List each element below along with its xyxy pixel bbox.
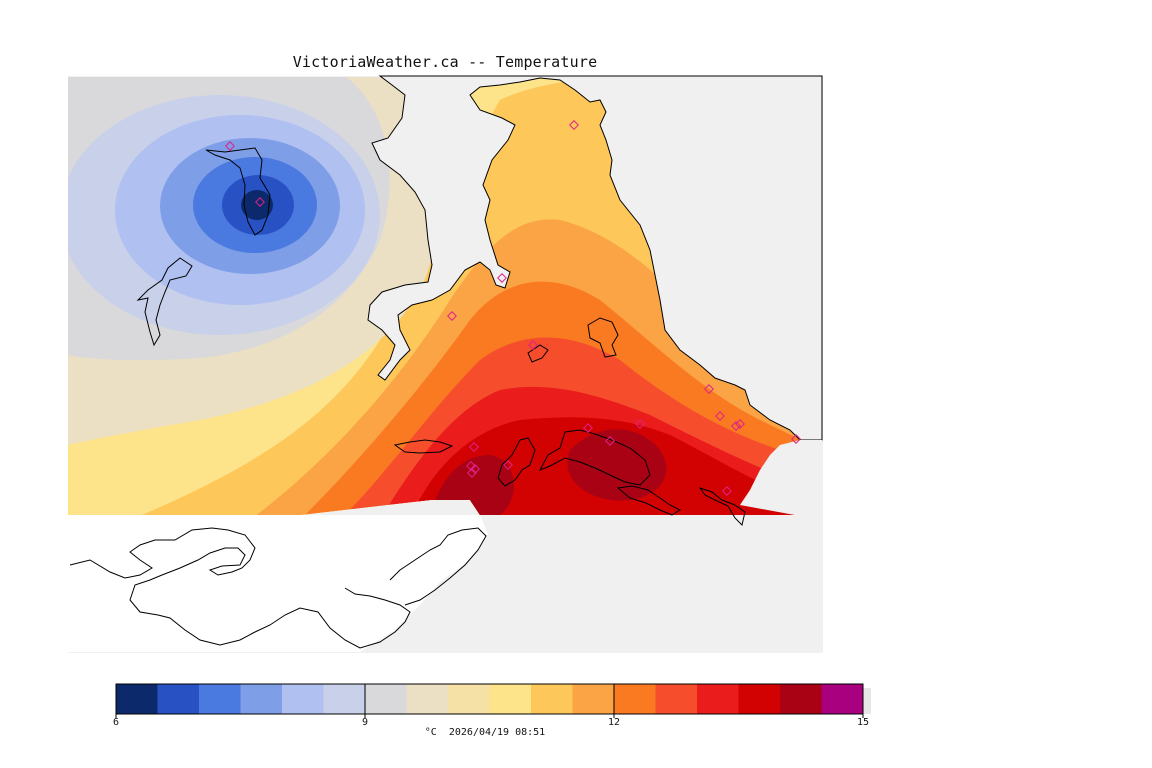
station-marker <box>255 197 265 207</box>
legend-shadow <box>863 688 871 714</box>
legend-color-swatch <box>323 684 366 714</box>
station-marker <box>466 461 476 471</box>
legend-color-swatch <box>116 684 158 714</box>
legend-tick-label: 6 <box>112 717 120 728</box>
map-title: VictoriaWeather.ca -- Temperature <box>292 53 598 71</box>
station-marker <box>467 468 477 478</box>
legend-color-swatch <box>738 684 781 714</box>
legend-timestamp: 2026/04/19 08:51 <box>448 727 546 738</box>
station-marker <box>569 120 579 130</box>
temperature-color-scale <box>115 683 871 718</box>
legend-tick-label: 12 <box>607 717 621 728</box>
legend-color-swatch <box>697 684 739 714</box>
legend-color-swatch <box>780 684 822 714</box>
station-marker <box>722 486 732 496</box>
station-marker <box>469 442 479 452</box>
station-marker <box>704 384 714 394</box>
station-marker <box>503 460 513 470</box>
legend-tick-label: 9 <box>361 717 369 728</box>
legend-color-swatch <box>199 684 241 714</box>
legend-color-swatch <box>448 684 490 714</box>
legend-tick-label: 15 <box>856 717 870 728</box>
legend-color-swatch <box>531 684 573 714</box>
station-marker <box>735 419 745 429</box>
legend-color-swatch <box>572 684 615 714</box>
station-marker <box>528 340 538 350</box>
legend-color-swatch <box>157 684 200 714</box>
station-marker <box>635 419 645 429</box>
station-marker <box>470 464 480 474</box>
legend-color-swatch <box>240 684 283 714</box>
legend-color-swatch <box>614 684 656 714</box>
legend-color-swatch <box>821 684 864 714</box>
station-marker <box>225 141 235 151</box>
legend-caption: °C 2026/04/19 08:51 <box>350 727 620 738</box>
weather-stations <box>225 120 801 496</box>
station-marker <box>605 436 615 446</box>
inlet-water <box>367 75 823 441</box>
station-marker <box>715 411 725 421</box>
strait-water <box>68 515 488 652</box>
station-marker <box>731 421 741 431</box>
station-marker <box>583 423 593 433</box>
legend-unit: °C <box>424 727 437 738</box>
legend-color-swatch <box>406 684 449 714</box>
station-marker <box>447 311 457 321</box>
legend-color-swatch <box>365 684 407 714</box>
coastlines <box>69 147 746 649</box>
station-marker <box>791 434 801 444</box>
western-land-gap <box>740 440 822 520</box>
legend-color-swatch <box>282 684 324 714</box>
legend-color-swatch <box>655 684 698 714</box>
legend-color-swatch <box>489 684 532 714</box>
station-marker <box>497 273 507 283</box>
